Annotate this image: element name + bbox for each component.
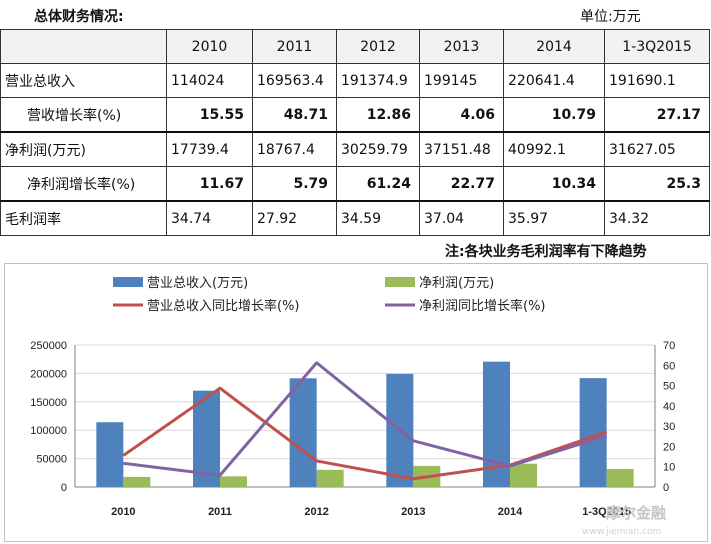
table-cell: 18767.4 (252, 131, 337, 167)
y-left-tick-label: 50000 (36, 454, 67, 466)
table-row: 毛利润率 34.74 27.92 34.59 37.04 35.97 34.32 (0, 200, 710, 236)
bar-net-profit (316, 469, 344, 487)
table-row: 净利润增长率(%) 11.67 5.79 61.24 22.77 10.34 2… (0, 166, 710, 202)
row-label: 营收增长率(%) (0, 97, 167, 133)
table-cell: 34.59 (336, 200, 420, 236)
bar-net-profit (606, 469, 634, 487)
y-left-tick-label: 0 (61, 482, 67, 494)
y-right-tick-label: 40 (663, 401, 675, 413)
bar-net-profit (123, 476, 151, 487)
y-right-tick-label: 20 (663, 441, 675, 453)
y-left-tick-label: 150000 (30, 397, 67, 409)
bar-revenue (289, 378, 317, 487)
table-cell: 15.55 (166, 97, 253, 133)
bar-revenue (96, 422, 124, 487)
bar-revenue (193, 390, 220, 487)
table-row: 营收增长率(%) 15.55 48.71 12.86 4.06 10.79 27… (0, 97, 710, 133)
y-right-tick-label: 30 (663, 421, 675, 433)
legend-label: 营业总收入同比增长率(%) (147, 298, 300, 314)
table-cell: 199145 (419, 63, 504, 98)
table-cell: 10.79 (503, 97, 605, 133)
table-cell: 27.92 (252, 200, 337, 236)
financial-table: 2010 2011 2012 2013 2014 1-3Q2015 营业总收入 … (0, 29, 710, 236)
table-cell: 37151.48 (419, 131, 504, 167)
table-cell: 48.71 (252, 97, 337, 133)
header-cell (0, 29, 167, 64)
y-left-tick-label: 100000 (30, 425, 67, 437)
header-cell: 2014 (503, 29, 605, 64)
legend-label: 净利润(万元) (419, 276, 494, 291)
chart-panel: 0 50000 100000 150000 200000 250000 0 10 20 30 40 5… (4, 263, 708, 542)
table-cell: 30259.79 (336, 131, 420, 167)
unit-label: 单位:万元 (580, 9, 641, 25)
x-tick-label: 2010 (111, 506, 135, 518)
x-tick-label: 2011 (208, 506, 232, 518)
y-left-tick-label: 250000 (30, 340, 67, 352)
header-cell: 2011 (252, 29, 337, 64)
line-net-profit-growth (123, 361, 608, 477)
header-cell: 1-3Q2015 (604, 29, 710, 64)
y-right-tick-label: 10 (663, 462, 675, 474)
table-cell: 191690.1 (604, 63, 710, 98)
y-right-tick-label: 70 (663, 340, 675, 352)
table-row: 营业总收入 114024 169563.4 191374.9 199145 22… (0, 63, 710, 98)
table-row: 净利润(万元) 17739.4 18767.4 30259.79 37151.4… (0, 131, 710, 167)
table-cell: 35.97 (503, 200, 605, 236)
footnote: 注:各块业务毛利润率有下降趋势 (445, 244, 647, 260)
table-cell: 27.17 (604, 97, 710, 133)
table-cell: 220641.4 (503, 63, 605, 98)
bar-net-profit (510, 463, 537, 487)
table-cell: 22.77 (419, 166, 504, 202)
table-cell: 25.3 (604, 166, 710, 202)
table-cell: 34.74 (166, 200, 253, 236)
table-cell: 11.67 (166, 166, 253, 202)
table-cell: 169563.4 (252, 63, 337, 98)
table-cell: 10.34 (503, 166, 605, 202)
y-left-tick-label: 200000 (30, 368, 67, 380)
row-label: 净利润(万元) (0, 131, 167, 167)
legend-swatch (385, 277, 415, 287)
combo-chart: 0 50000 100000 150000 200000 250000 0 10 20 30 40 5… (30, 276, 675, 518)
legend-label: 营业总收入(万元) (147, 276, 248, 291)
table-cell: 114024 (166, 63, 253, 98)
legend-label: 净利润同比增长率(%) (419, 298, 546, 314)
section-title: 总体财务情况: (34, 9, 124, 25)
y-right-tick-label: 0 (663, 482, 669, 494)
table-cell: 4.06 (419, 97, 504, 133)
header-cell: 2010 (166, 29, 253, 64)
table-cell: 5.79 (252, 166, 337, 202)
header-cell: 2013 (419, 29, 504, 64)
bar-net-profit (220, 476, 247, 487)
table-cell: 40992.1 (503, 131, 605, 167)
watermark-url: www.jiemian.com (582, 527, 662, 537)
x-tick-label: 2013 (401, 506, 425, 518)
legend-swatch (113, 277, 143, 287)
x-tick-label: 1-3Q2015 (582, 506, 631, 518)
table-cell: 34.32 (604, 200, 710, 236)
watermark-text: 摩尔金融 (606, 504, 667, 522)
table-cell: 191374.9 (336, 63, 420, 98)
table-cell: 37.04 (419, 200, 504, 236)
row-label: 毛利润率 (0, 200, 167, 236)
row-label: 营业总收入 (0, 63, 167, 98)
header-cell: 2012 (336, 29, 420, 64)
x-tick-label: 2014 (498, 506, 523, 518)
y-right-tick-label: 60 (663, 360, 675, 372)
y-right-tick-label: 50 (663, 381, 675, 393)
table-cell: 31627.05 (604, 131, 710, 167)
row-label: 净利润增长率(%) (0, 166, 167, 202)
table-cell: 61.24 (336, 166, 420, 202)
table-cell: 12.86 (336, 97, 420, 133)
table-cell: 17739.4 (166, 131, 253, 167)
x-tick-label: 2012 (304, 506, 328, 518)
table-header-row: 2010 2011 2012 2013 2014 1-3Q2015 (0, 29, 710, 64)
